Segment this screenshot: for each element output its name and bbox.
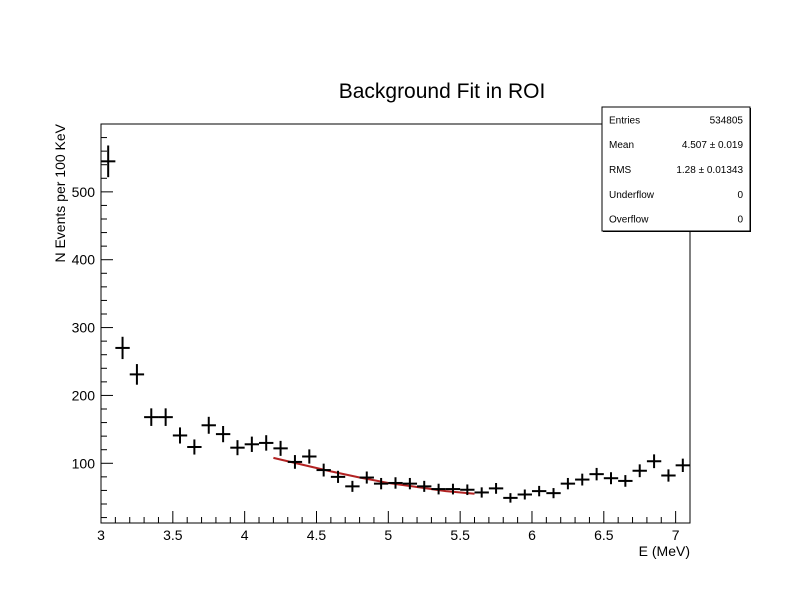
data-point xyxy=(646,454,662,469)
stats-label-rms: RMS xyxy=(609,165,632,176)
y-tick-label: 100 xyxy=(72,455,96,471)
x-tick-label: 6.5 xyxy=(594,527,614,543)
data-point xyxy=(330,470,346,483)
stats-label-overflow: Overflow xyxy=(609,215,649,226)
chart-title: Background Fit in ROI xyxy=(339,80,546,103)
data-point xyxy=(287,455,303,469)
x-axis-title: E (MeV) xyxy=(639,543,690,559)
stats-label-entries: Entries xyxy=(609,115,640,126)
data-point xyxy=(517,489,532,500)
data-point xyxy=(445,483,461,495)
data-point xyxy=(460,484,475,496)
stats-value-mean: 4.507 ± 0.019 xyxy=(682,140,744,151)
data-point xyxy=(417,480,432,492)
data-point xyxy=(618,475,633,487)
fit-curve-layer xyxy=(273,456,475,495)
data-point xyxy=(244,436,260,452)
plot-frame xyxy=(100,123,691,524)
data-point xyxy=(675,458,690,473)
stats-label-underflow: Underflow xyxy=(609,190,655,201)
data-points-layer xyxy=(101,145,690,503)
data-point xyxy=(158,408,173,426)
data-point xyxy=(402,477,418,490)
data-point xyxy=(531,485,547,497)
data-point xyxy=(560,477,576,490)
data-point xyxy=(259,435,274,451)
stats-value-underflow: 0 xyxy=(737,190,743,201)
data-point xyxy=(215,425,231,443)
y-tick-label: 500 xyxy=(72,184,96,200)
x-tick-label: 7 xyxy=(672,527,680,543)
data-point xyxy=(273,440,288,456)
stats-box: Entries 534805 Mean 4.507 ± 0.019 RMS 1.28 ± … xyxy=(601,106,751,232)
data-point xyxy=(474,487,489,498)
data-point xyxy=(201,416,216,434)
x-tick-label: 5 xyxy=(384,527,392,543)
y-tick-label: 300 xyxy=(72,320,96,336)
data-point xyxy=(503,493,518,503)
data-point xyxy=(144,408,159,426)
data-point xyxy=(388,477,403,489)
data-point xyxy=(101,145,116,178)
data-point xyxy=(187,439,202,455)
y-tick-label: 200 xyxy=(72,387,96,403)
y-axis-title: N Events per 100 KeV xyxy=(52,123,68,262)
data-point xyxy=(575,473,590,486)
stats-box-frame xyxy=(601,106,751,232)
stats-value-entries: 534805 xyxy=(710,115,744,126)
data-point xyxy=(589,467,604,481)
data-point xyxy=(603,472,619,485)
data-point xyxy=(115,336,130,360)
stats-label-mean: Mean xyxy=(609,140,634,151)
axes: 3 3.5 4 4.5 5 5.5 6 6.5 7 100 200 300 400 500 xyxy=(72,137,691,543)
x-tick-label: 4.5 xyxy=(307,527,327,543)
x-tick-label: 3.5 xyxy=(163,527,183,543)
data-point xyxy=(488,483,504,494)
data-point xyxy=(632,464,647,478)
data-point xyxy=(172,427,188,444)
data-point xyxy=(431,483,446,495)
data-point xyxy=(129,364,145,385)
x-tick-label: 3 xyxy=(97,527,105,543)
data-point xyxy=(546,488,561,499)
data-point xyxy=(302,449,317,464)
fit-curve xyxy=(273,456,475,495)
data-point xyxy=(359,471,374,484)
x-tick-label: 6 xyxy=(528,527,536,543)
data-point xyxy=(661,469,676,482)
stats-value-overflow: 0 xyxy=(737,215,743,226)
data-point xyxy=(345,480,360,492)
data-point xyxy=(230,440,245,456)
stats-value-rms: 1.28 ± 0.01343 xyxy=(676,165,743,176)
y-tick-label: 400 xyxy=(72,252,96,268)
x-tick-label: 4 xyxy=(241,527,249,543)
x-tick-label: 5.5 xyxy=(450,527,470,543)
data-point xyxy=(373,477,389,490)
data-point xyxy=(316,463,331,477)
